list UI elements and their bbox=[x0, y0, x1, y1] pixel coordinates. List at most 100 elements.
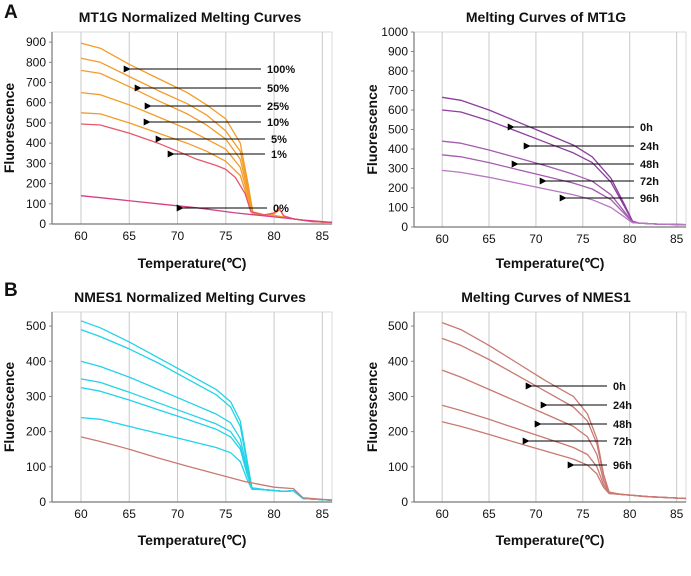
y-tick-label: 600 bbox=[388, 103, 408, 117]
annotation-label: 10% bbox=[267, 117, 289, 129]
annotation-label: 1% bbox=[271, 149, 287, 161]
y-tick-label: 200 bbox=[388, 181, 408, 195]
series-line-0% bbox=[80, 195, 333, 224]
chart-3: 60 65 70 75 80 85 0 100 200 300 400 500 NMES1 Normal… bbox=[1, 289, 333, 548]
annotation-label: 0h bbox=[640, 122, 653, 134]
y-axis-label: Fluorescence bbox=[1, 83, 17, 173]
x-tick-label: 70 bbox=[529, 232, 543, 246]
x-tick-label: 80 bbox=[267, 507, 281, 521]
annotation-label: 48h bbox=[640, 159, 659, 171]
y-tick-label: 0 bbox=[39, 217, 46, 231]
chart-1: 60 65 70 75 80 85 0 100 200 300 400 500 600 700 800 900… bbox=[1, 9, 333, 271]
x-tick-label: 75 bbox=[576, 232, 590, 246]
x-tick-label: 80 bbox=[623, 232, 637, 246]
y-tick-label: 400 bbox=[26, 136, 46, 150]
y-tick-label: 500 bbox=[388, 123, 408, 137]
annotation-label: 5% bbox=[271, 134, 287, 146]
annotation-label: 0% bbox=[273, 203, 289, 215]
x-tick-label: 70 bbox=[171, 507, 185, 521]
y-tick-label: 200 bbox=[388, 425, 408, 439]
x-tick-label: 60 bbox=[435, 507, 449, 521]
annotation-label: 24h bbox=[640, 141, 659, 153]
y-tick-label: 100 bbox=[388, 460, 408, 474]
y-tick-label: 400 bbox=[388, 142, 408, 156]
series-line-96h bbox=[442, 169, 687, 226]
annotation-label: 72h bbox=[613, 436, 632, 448]
x-tick-label: 60 bbox=[74, 229, 88, 243]
x-tick-label: 80 bbox=[267, 229, 281, 243]
annotation-label: 24h bbox=[613, 400, 632, 412]
y-tick-label: 200 bbox=[26, 425, 46, 439]
x-tick-label: 70 bbox=[529, 507, 543, 521]
annotation-label: 72h bbox=[640, 176, 659, 188]
x-tick-label: 65 bbox=[482, 507, 496, 521]
y-tick-label: 600 bbox=[26, 96, 46, 110]
y-tick-label: 100 bbox=[388, 201, 408, 215]
x-tick-label: 75 bbox=[576, 507, 590, 521]
plot-area bbox=[413, 31, 687, 228]
y-tick-label: 0 bbox=[401, 220, 408, 234]
panel-label-b: B bbox=[4, 280, 18, 301]
x-tick-label: 75 bbox=[219, 507, 233, 521]
y-tick-label: 300 bbox=[26, 389, 46, 403]
annotation-label: 96h bbox=[613, 460, 632, 472]
x-tick-label: 85 bbox=[316, 507, 330, 521]
x-tick-label: 70 bbox=[171, 229, 185, 243]
y-tick-label: 500 bbox=[26, 116, 46, 130]
x-tick-label: 85 bbox=[670, 507, 684, 521]
x-tick-label: 85 bbox=[316, 229, 330, 243]
y-tick-label: 100 bbox=[26, 197, 46, 211]
y-tick-label: 300 bbox=[26, 156, 46, 170]
annotation-label: 48h bbox=[613, 419, 632, 431]
chart-title: MT1G Normalized Melting Curves bbox=[79, 9, 302, 25]
annotation-label: 25% bbox=[267, 101, 289, 113]
x-tick-label: 60 bbox=[435, 232, 449, 246]
plot-area bbox=[51, 311, 333, 503]
y-tick-label: 900 bbox=[26, 35, 46, 49]
y-tick-label: 500 bbox=[388, 319, 408, 333]
chart-title: Melting Curves of NMES1 bbox=[461, 289, 631, 305]
y-tick-label: 0 bbox=[401, 495, 408, 509]
y-tick-label: 300 bbox=[388, 162, 408, 176]
x-tick-label: 65 bbox=[123, 229, 137, 243]
annotation-label: 96h bbox=[640, 193, 659, 205]
y-tick-label: 400 bbox=[388, 354, 408, 368]
x-tick-label: 65 bbox=[123, 507, 137, 521]
y-axis-label: Fluorescence bbox=[1, 362, 17, 452]
series-line-series-6 bbox=[80, 416, 333, 501]
x-tick-label: 60 bbox=[74, 507, 88, 521]
x-tick-label: 75 bbox=[219, 229, 233, 243]
x-axis-label: Temperature(℃) bbox=[138, 532, 247, 548]
y-tick-label: 0 bbox=[39, 495, 46, 509]
chart-2: 60 65 70 75 80 85 0 100 200 300 400 500 600 700 800 900… bbox=[364, 9, 687, 271]
y-tick-label: 1000 bbox=[381, 25, 408, 39]
panel-label-a: A bbox=[4, 2, 18, 23]
annotation-label: 0h bbox=[613, 381, 626, 393]
y-tick-label: 900 bbox=[388, 45, 408, 59]
y-tick-label: 700 bbox=[26, 76, 46, 90]
x-axis-label: Temperature(℃) bbox=[496, 255, 605, 271]
y-tick-label: 700 bbox=[388, 84, 408, 98]
chart-title: NMES1 Normalized Melting Curves bbox=[74, 289, 306, 305]
series-line-1% bbox=[80, 123, 333, 224]
y-tick-label: 400 bbox=[26, 354, 46, 368]
annotation-label: 50% bbox=[267, 83, 289, 95]
y-axis-label: Fluorescence bbox=[364, 84, 380, 174]
x-tick-label: 85 bbox=[670, 232, 684, 246]
y-tick-label: 100 bbox=[26, 460, 46, 474]
x-axis-label: Temperature(℃) bbox=[138, 255, 247, 271]
x-tick-label: 80 bbox=[623, 507, 637, 521]
x-tick-label: 65 bbox=[482, 232, 496, 246]
y-axis-label: Fluorescence bbox=[364, 362, 380, 452]
y-tick-label: 200 bbox=[26, 177, 46, 191]
y-tick-label: 800 bbox=[26, 55, 46, 69]
y-tick-label: 800 bbox=[388, 64, 408, 78]
y-tick-label: 300 bbox=[388, 389, 408, 403]
plot-area bbox=[413, 311, 687, 503]
annotation-label: 100% bbox=[267, 64, 295, 76]
series-line-series-7 bbox=[80, 436, 333, 501]
y-tick-label: 500 bbox=[26, 319, 46, 333]
chart-title: Melting Curves of MT1G bbox=[466, 9, 626, 25]
x-axis-label: Temperature(℃) bbox=[496, 532, 605, 548]
